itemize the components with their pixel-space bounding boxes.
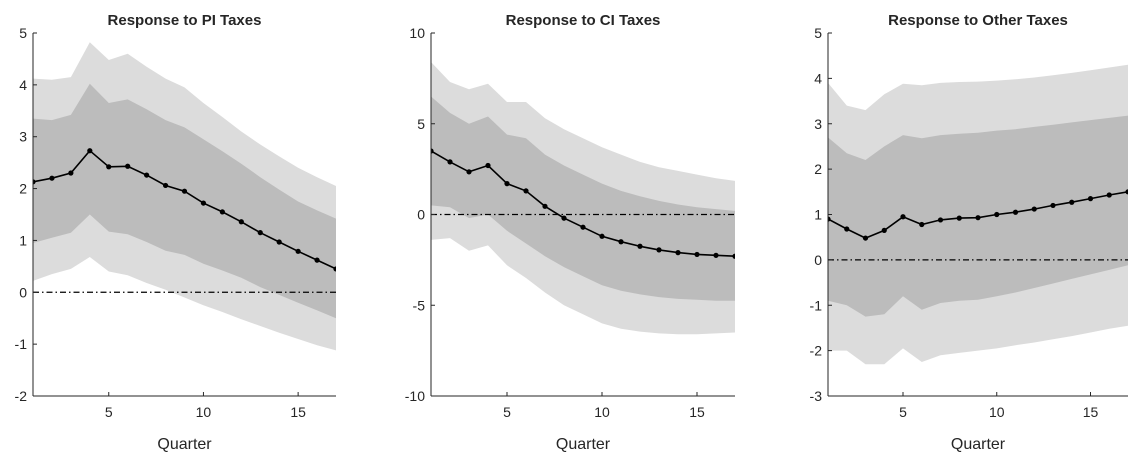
data-point	[618, 239, 624, 245]
data-point	[295, 248, 301, 254]
y-tick-label: -10	[405, 388, 425, 404]
y-tick-label: 4	[814, 70, 822, 86]
data-point	[900, 214, 906, 220]
x-tick-label: 5	[503, 404, 511, 420]
x-axis-label: Quarter	[157, 436, 212, 453]
data-point	[694, 251, 700, 258]
data-point	[125, 163, 131, 169]
x-axis-label: Quarter	[951, 436, 1006, 453]
x-tick-label: 15	[689, 404, 705, 420]
y-tick-label: 5	[814, 25, 822, 41]
x-axis-label: Quarter	[556, 436, 611, 453]
data-point	[994, 211, 1000, 218]
data-point	[238, 219, 244, 225]
data-point	[637, 243, 643, 249]
x-tick-label: 15	[1083, 404, 1099, 420]
y-tick-label: -3	[810, 388, 823, 404]
data-point	[656, 247, 662, 253]
plot-area	[828, 64, 1128, 365]
y-tick-label: 10	[409, 25, 425, 41]
y-tick-label: -1	[15, 336, 28, 352]
data-point	[523, 188, 529, 194]
data-point	[181, 188, 188, 194]
data-point	[276, 239, 282, 245]
y-tick-label: 4	[19, 77, 27, 93]
data-point	[466, 169, 472, 175]
y-tick-label: 1	[19, 232, 27, 248]
data-point	[975, 215, 981, 221]
data-point	[87, 148, 93, 154]
data-point	[580, 224, 586, 230]
data-point	[561, 215, 567, 221]
x-tick-label: 15	[290, 404, 306, 420]
data-point	[713, 252, 719, 258]
data-point	[1069, 199, 1075, 205]
y-tick-label: 1	[814, 207, 822, 223]
chart-title: Response to Other Taxes	[888, 12, 1068, 29]
data-point	[49, 175, 55, 181]
data-point	[485, 162, 491, 169]
data-point	[1106, 192, 1112, 198]
data-point	[68, 170, 74, 176]
x-tick-label: 5	[105, 404, 113, 420]
y-tick-label: 0	[814, 252, 822, 268]
data-point	[33, 179, 36, 185]
data-point	[881, 227, 887, 233]
y-tick-label: -1	[810, 297, 823, 313]
data-point	[1031, 206, 1037, 212]
data-point	[504, 181, 510, 187]
y-tick-label: 2	[19, 181, 27, 197]
y-tick-label: 5	[19, 25, 27, 41]
plot-area	[33, 42, 336, 351]
data-point	[431, 148, 434, 154]
data-point	[542, 203, 548, 209]
data-point	[257, 230, 263, 236]
x-tick-label: 10	[989, 404, 1005, 420]
data-point	[919, 221, 925, 228]
data-point	[1012, 209, 1019, 215]
data-point	[862, 235, 869, 241]
data-point	[144, 172, 150, 178]
data-point	[219, 209, 225, 215]
chart-panel-3: -3 -2 -1 0 1 2 3 4 5 5 10 15 Response to Other Taxes…	[810, 12, 1128, 453]
confidence-band-2	[33, 83, 336, 319]
plot-area	[431, 62, 735, 335]
chart-panel-1: -2 -1 0 1 2 3 4 5 5 10 15 Response to PI Taxes Quart…	[15, 12, 336, 453]
data-point	[937, 217, 944, 223]
data-point	[162, 182, 169, 189]
x-tick-label: 10	[196, 404, 212, 420]
data-point	[844, 226, 850, 232]
data-point	[106, 164, 112, 170]
y-tick-label: -2	[15, 388, 28, 404]
data-point	[333, 266, 336, 272]
y-tick-label: 3	[19, 129, 27, 145]
x-tick-label: 10	[594, 404, 610, 420]
data-point	[828, 216, 831, 222]
data-point	[200, 200, 207, 206]
y-tick-label: 0	[417, 207, 425, 223]
data-point	[1050, 202, 1056, 209]
data-point	[599, 233, 605, 239]
y-tick-label: 2	[814, 161, 822, 177]
data-point	[956, 215, 962, 221]
chart-panel-2: -10 -5 0 5 10 5 10 15 Response to CI Taxes Quarte…	[405, 12, 735, 453]
data-point	[447, 159, 453, 165]
y-tick-label: -5	[413, 297, 426, 313]
data-point	[314, 257, 320, 263]
y-tick-label: 0	[19, 284, 27, 300]
data-point	[1125, 189, 1128, 195]
x-tick-label: 5	[899, 404, 907, 420]
chart-title: Response to PI Taxes	[108, 12, 262, 29]
y-tick-label: 3	[814, 116, 822, 132]
y-tick-label: -2	[810, 343, 823, 359]
y-tick-label: 5	[417, 116, 425, 132]
data-point	[732, 253, 735, 259]
data-point	[675, 250, 681, 256]
data-point	[1087, 196, 1094, 202]
chart-title: Response to CI Taxes	[506, 12, 661, 29]
